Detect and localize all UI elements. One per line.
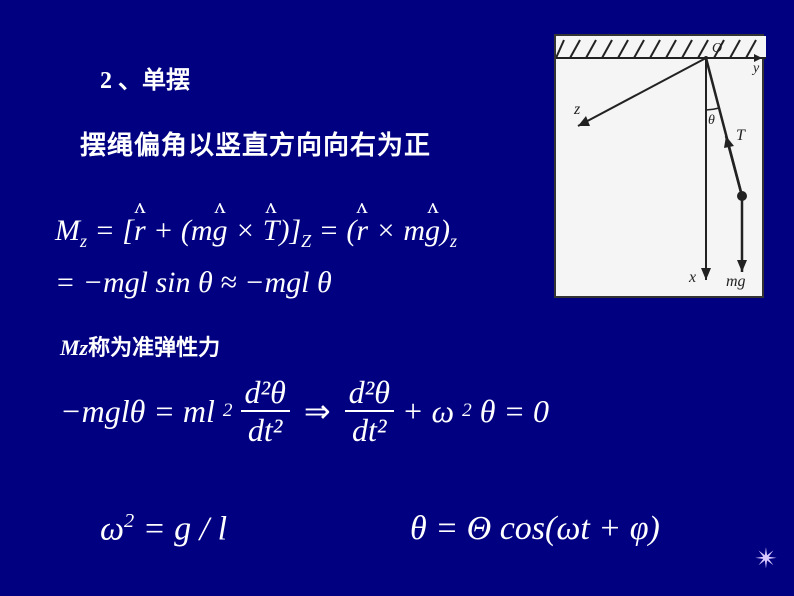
star-glyph: ✴ xyxy=(755,544,778,575)
equation-omega-gl: ω2 = g / l xyxy=(100,510,227,548)
label-z: z xyxy=(573,101,581,118)
quasi-text: 称为准弹性力 xyxy=(88,335,220,360)
label-mg: mg xyxy=(726,273,746,290)
label-O: O xyxy=(712,41,722,56)
label-y: y xyxy=(751,61,760,76)
label-T: T xyxy=(736,127,746,144)
equation-mz-line1: Mz = [rv + (mgv × Tv)]Z = (rv × mgv)z xyxy=(55,214,457,252)
equation-ode: −mglθ = ml2d²θdt²⇒d²θdt² + ω2θ = 0 xyxy=(60,376,549,446)
eq1b-text: = −mgl sin θ ≈ −mgl θ xyxy=(55,266,332,299)
quasi-elastic-label: Mz称为准弹性力 xyxy=(60,330,220,362)
equation-mz-line2: = −mgl sin θ ≈ −mgl θ xyxy=(55,266,332,300)
pendulum-svg: O T θ z y x mg xyxy=(556,36,766,300)
equation-theta-solution: θ = Θ cos(ωt + φ) xyxy=(410,510,660,548)
label-x: x xyxy=(688,269,696,286)
description-line: 摆绳偏角以竖直方向向右为正 xyxy=(80,125,431,162)
eq3r-text: θ = Θ cos(ωt + φ) xyxy=(410,510,660,547)
heading-text: 2 、单摆 xyxy=(100,68,190,94)
label-theta: θ xyxy=(708,113,715,128)
desc-text: 摆绳偏角以竖直方向向右为正 xyxy=(80,131,431,160)
star-decoration-icon: ✴ xyxy=(755,542,778,576)
mz-prefix: Mz xyxy=(60,335,88,360)
pendulum-diagram: O T θ z y x mg xyxy=(554,34,764,298)
section-heading: 2 、单摆 xyxy=(100,60,190,95)
